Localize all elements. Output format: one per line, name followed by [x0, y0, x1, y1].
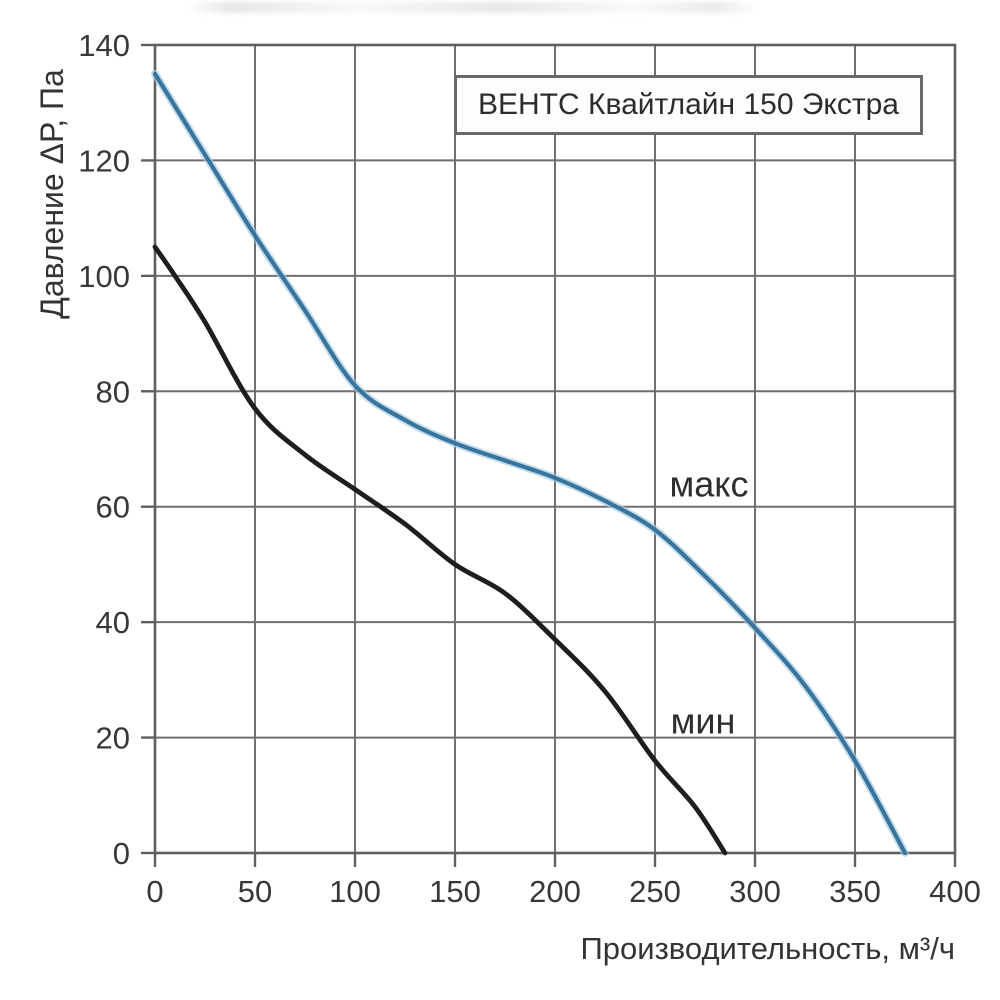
x-tick-label: 400 [929, 874, 981, 909]
curve-label-min: мин [671, 700, 736, 741]
y-tick-label: 120 [78, 143, 130, 178]
x-tick-label: 200 [529, 874, 581, 909]
y-tick-label: 60 [96, 490, 130, 525]
x-tick-label: 0 [146, 874, 163, 909]
x-tick-label: 50 [238, 874, 272, 909]
curve-min [152, 244, 728, 856]
y-tick-labels: 0 20 40 60 80 100 120 140 [78, 28, 130, 871]
x-tick-label: 150 [429, 874, 481, 909]
x-tick-label: 100 [329, 874, 381, 909]
curve-max [151, 69, 909, 857]
scan-noise-artifact [185, 2, 760, 13]
curve-line [152, 244, 728, 856]
curve-labels: макс мин [670, 464, 749, 742]
x-axis-title: Производительность, м³/ч [580, 931, 955, 966]
y-tick-label: 80 [96, 374, 130, 409]
x-tick-label: 250 [629, 874, 681, 909]
x-tick-labels: 0 50 100 150 200 250 300 350 400 [146, 874, 980, 909]
y-tick-label: 20 [96, 721, 130, 756]
y-tick-label: 140 [78, 28, 130, 63]
y-tick-label: 100 [78, 259, 130, 294]
curve-halo [151, 69, 909, 857]
chart-title-box: ВЕНТС Квайтлайн 150 Экстра [454, 75, 923, 135]
y-tick-label: 40 [96, 605, 130, 640]
axis-ticks [141, 43, 957, 867]
curve-label-max: макс [670, 464, 749, 505]
chart-title: ВЕНТС Квайтлайн 150 Экстра [478, 88, 899, 121]
curve-line [152, 71, 908, 856]
x-tick-label: 350 [829, 874, 881, 909]
x-tick-label: 300 [729, 874, 781, 909]
y-axis-title: Давление ΔР, Па [34, 69, 70, 319]
y-tick-label: 0 [113, 836, 130, 871]
